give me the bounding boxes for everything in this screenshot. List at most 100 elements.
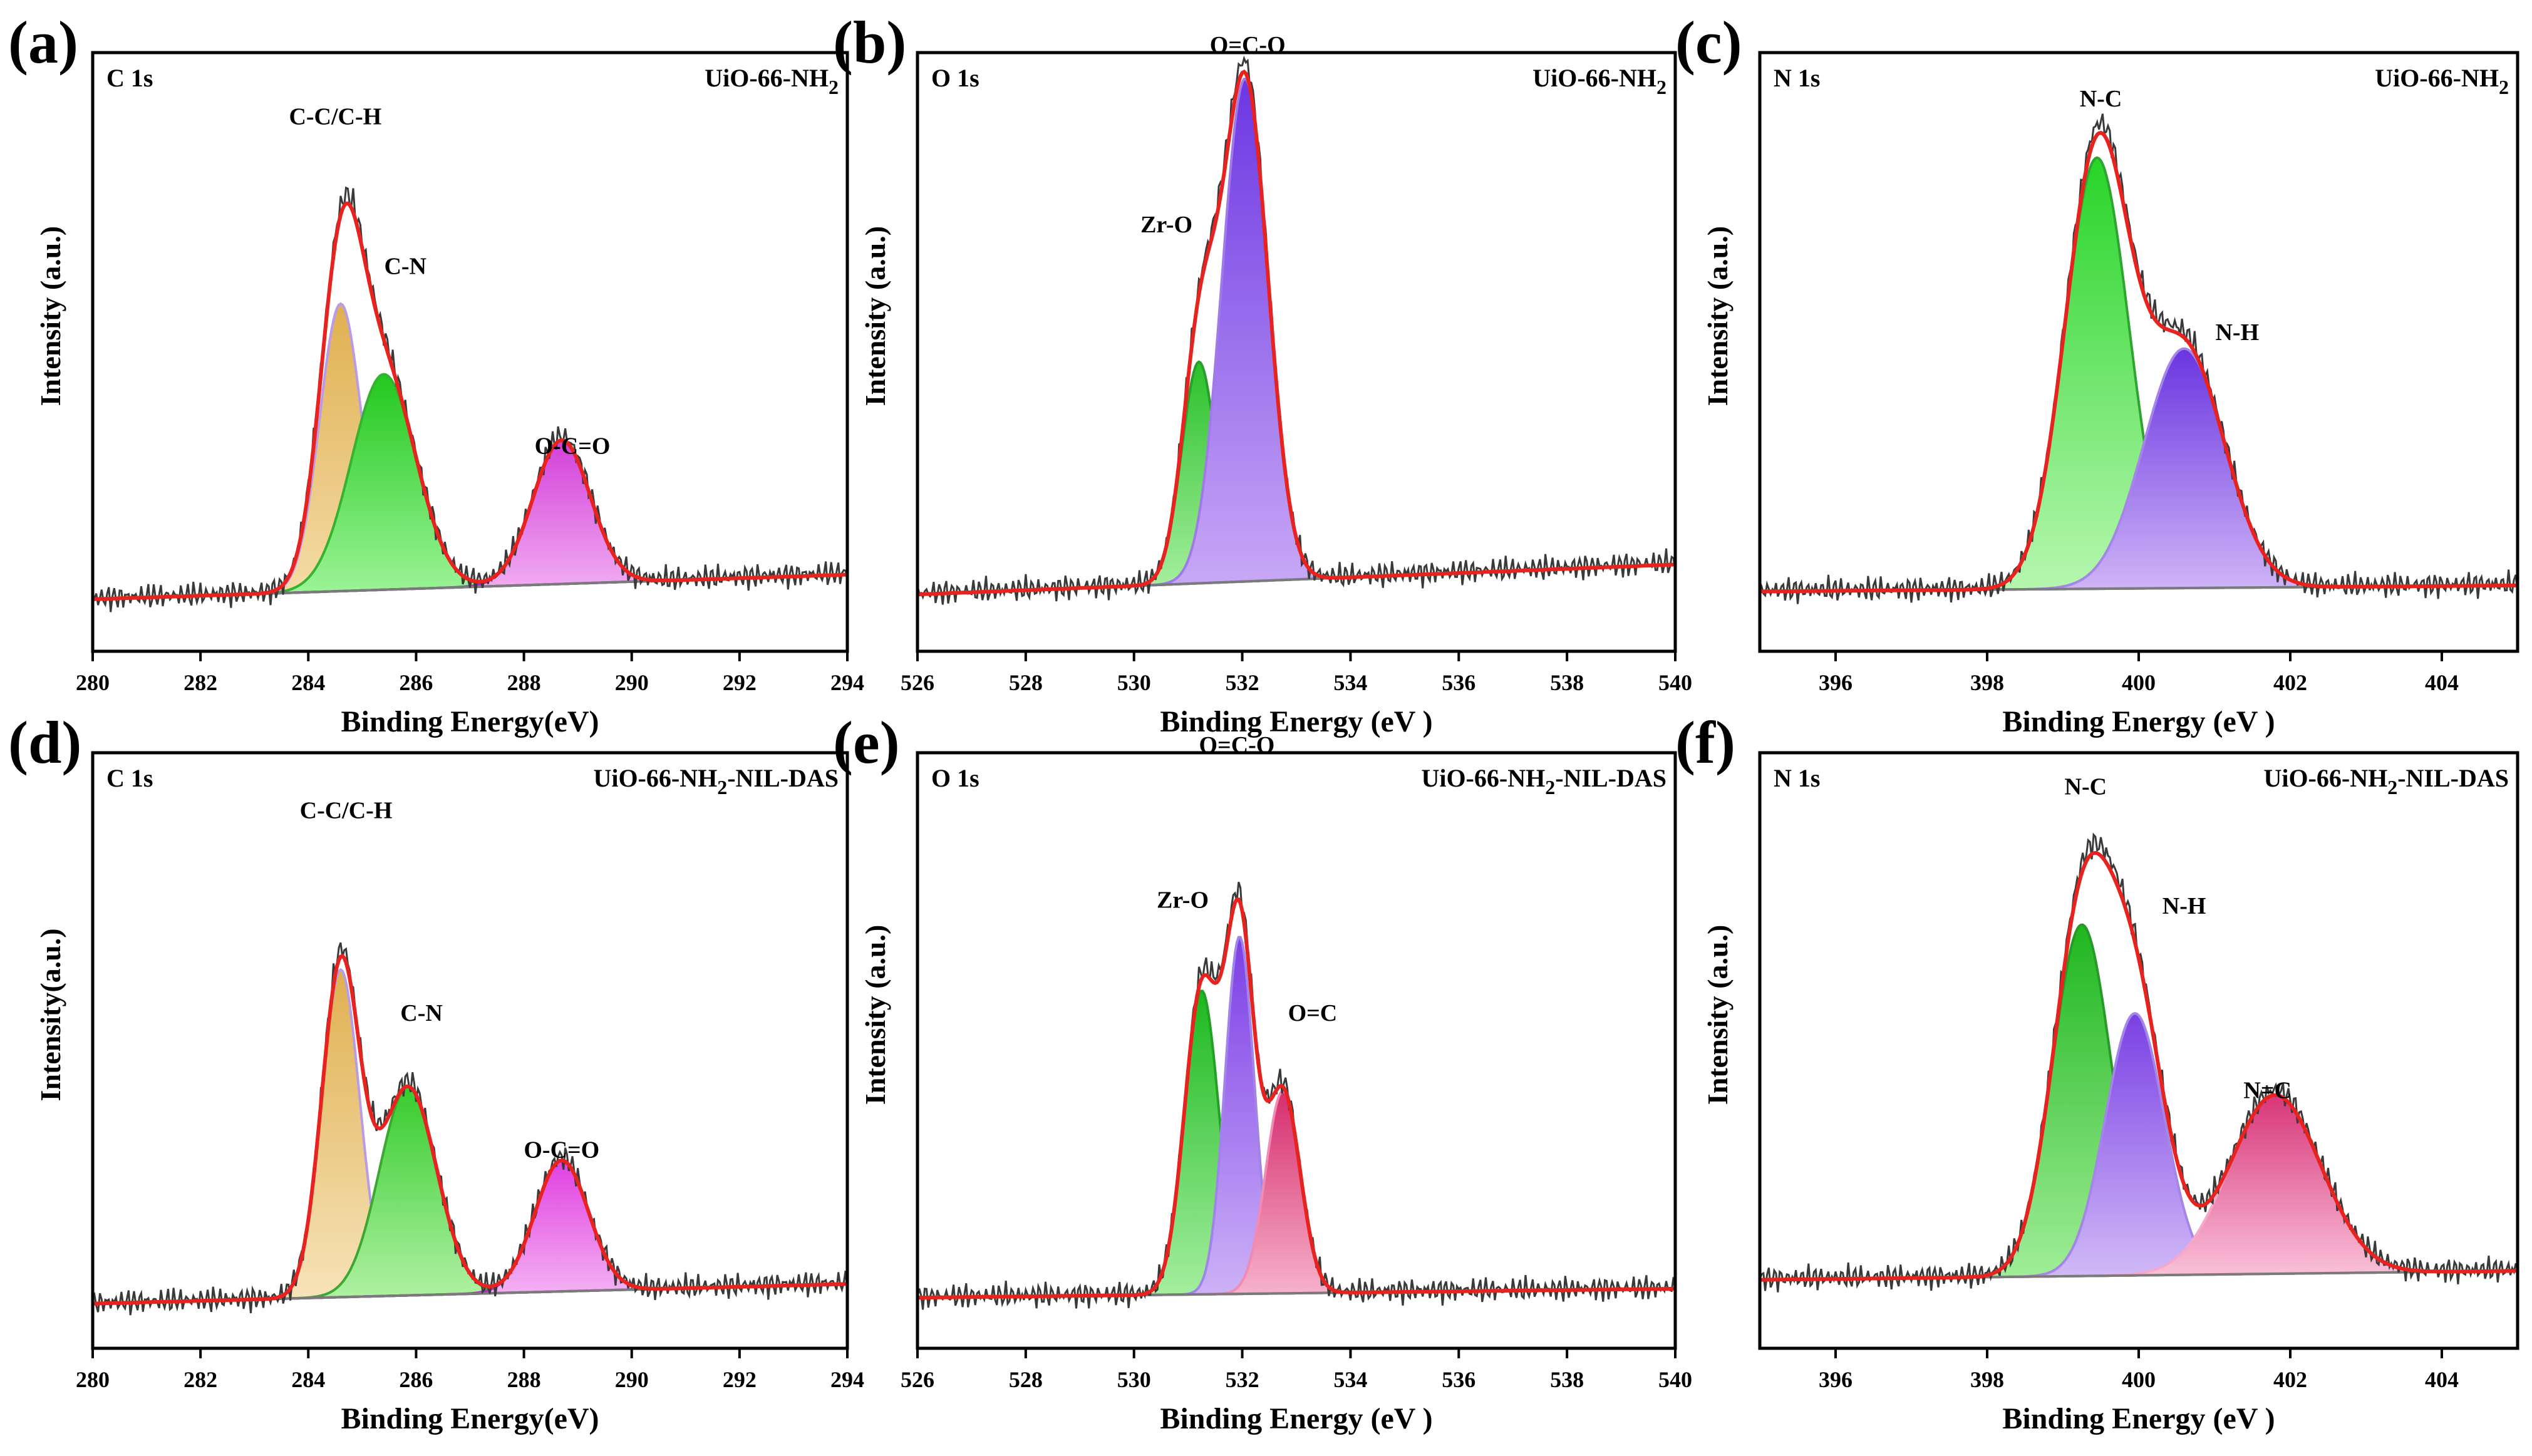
x-tick-label: 282: [183, 670, 217, 695]
panel-b: 526 528 530 532 534 536 538 540 Binding Energy (…: [833, 9, 1692, 738]
fitted-envelope: [917, 70, 1675, 597]
peak-n-h: [1760, 1012, 2518, 1281]
peak-annotation: N-C: [2065, 774, 2107, 800]
x-axis-label: Binding Energy (eV ): [2002, 705, 2275, 738]
peak-o-c-o: [917, 77, 1675, 596]
x-axis-label: Binding Energy(eV): [341, 1402, 599, 1435]
plot-frame: [916, 51, 1677, 653]
x-axis-label: Binding Energy (eV ): [2002, 1402, 2275, 1435]
sample-label: UiO-66-NH2-NIL-DAS: [2263, 764, 2509, 798]
core-level-label: N 1s: [1774, 764, 1820, 792]
x-tick-label: 536: [1442, 1367, 1475, 1392]
x-tick-label: 294: [830, 670, 864, 695]
peak-annotation: N=C: [2243, 1078, 2292, 1104]
plot-frame: [91, 51, 849, 653]
y-axis-label: Intensity (a.u.): [859, 925, 891, 1105]
x-axis-label: Binding Energy (eV ): [1160, 705, 1432, 738]
raw-spectrum: [93, 186, 847, 612]
peak-o-c: [917, 1090, 1675, 1299]
x-tick-label: 288: [507, 1367, 541, 1392]
x-tick-label: 526: [901, 670, 934, 695]
fitted-envelope: [1760, 130, 2518, 594]
fitted-envelope: [1760, 850, 2518, 1282]
plot-frame: [91, 751, 849, 1350]
y-axis-label: Intensity (a.u.): [1702, 925, 1734, 1105]
y-axis-label: Intensity(a.u.): [34, 928, 66, 1101]
peak-annotation: N-C: [2080, 86, 2122, 112]
peak-c-n: [93, 373, 847, 601]
y-axis-label: Intensity (a.u.): [34, 226, 66, 406]
fitted-envelope: [917, 897, 1675, 1300]
panel-e: 526 528 530 532 534 536 538 540 Binding Energy (…: [833, 709, 1692, 1435]
peak-annotation: C-N: [384, 254, 426, 280]
x-tick-label: 286: [399, 670, 433, 695]
panel-label: (a): [8, 9, 78, 76]
x-tick-label: 290: [615, 1367, 649, 1392]
plot-frame: [916, 751, 1677, 1350]
peak-annotation: O-C=O: [535, 433, 611, 460]
x-axis-label: Binding Energy (eV ): [1160, 1402, 1432, 1435]
panel-a: 280 282 284 286 288 290 292 294 Binding Energy(e…: [8, 9, 864, 738]
peak-annotation: O=C: [1288, 1000, 1338, 1026]
sample-label: UiO-66-NH2: [2375, 64, 2509, 98]
peak-annotation: O=C-O: [1210, 32, 1286, 58]
peak-annotation: N-H: [2215, 319, 2259, 346]
x-tick-label: 400: [2122, 1367, 2156, 1392]
panel-f: 396 398 400 402 404 Binding Energy (eV ) Inten…: [1675, 709, 2519, 1435]
sample-label: UiO-66-NH2: [705, 64, 839, 98]
panel-label: (b): [833, 9, 906, 76]
fitted-envelope: [93, 954, 847, 1306]
x-tick-label: 398: [1970, 670, 2004, 695]
core-level-label: O 1s: [931, 64, 979, 92]
peak-n-h: [1760, 347, 2518, 593]
x-tick-label: 402: [2273, 1367, 2307, 1392]
panel-label: (d): [8, 709, 81, 776]
x-tick-label: 526: [901, 1367, 934, 1392]
peak-c-c-c-h: [93, 968, 847, 1305]
x-tick-label: 280: [76, 670, 110, 695]
peak-annotation: O-C=O: [524, 1137, 599, 1164]
x-tick-label: 530: [1117, 1367, 1151, 1392]
peak-c-c-c-h: [93, 302, 847, 601]
x-tick-label: 538: [1550, 670, 1584, 695]
x-tick-label: 396: [1819, 1367, 1852, 1392]
panel-label: (c): [1675, 9, 1742, 76]
x-tick-label: 536: [1442, 670, 1475, 695]
x-tick-label: 396: [1819, 670, 1852, 695]
x-tick-label: 286: [399, 1367, 433, 1392]
x-tick-label: 292: [723, 670, 757, 695]
x-tick-label: 284: [291, 1367, 325, 1392]
x-tick-label: 534: [1333, 1367, 1367, 1392]
x-tick-label: 282: [183, 1367, 217, 1392]
raw-spectrum: [93, 942, 847, 1316]
raw-spectrum: [917, 55, 1675, 605]
x-tick-label: 532: [1226, 670, 1259, 695]
panel-label: (e): [833, 709, 900, 776]
peak-annotation: C-N: [400, 1000, 443, 1026]
x-tick-label: 532: [1226, 1367, 1259, 1392]
x-tick-label: 528: [1009, 1367, 1043, 1392]
x-tick-label: 290: [615, 670, 649, 695]
peak-annotation: Zr-O: [1157, 887, 1209, 913]
x-tick-label: 404: [2425, 670, 2459, 695]
core-level-label: C 1s: [106, 764, 153, 792]
core-level-label: N 1s: [1774, 64, 1820, 92]
x-tick-label: 530: [1117, 670, 1151, 695]
core-level-label: O 1s: [931, 764, 979, 792]
sample-label: UiO-66-NH2-NIL-DAS: [593, 764, 839, 798]
y-axis-label: Intensity (a.u.): [1702, 226, 1734, 406]
peak-annotation: C-C/C-H: [300, 798, 393, 824]
x-tick-label: 404: [2425, 1367, 2459, 1392]
peak-annotation: Zr-O: [1140, 212, 1192, 238]
peak-annotation: O=C-O: [1199, 732, 1274, 758]
x-tick-label: 402: [2273, 670, 2307, 695]
x-tick-label: 288: [507, 670, 541, 695]
x-tick-label: 398: [1970, 1367, 2004, 1392]
peak-annotation: C-C/C-H: [289, 104, 381, 130]
x-tick-label: 528: [1009, 670, 1043, 695]
core-level-label: C 1s: [106, 64, 153, 92]
sample-label: UiO-66-NH2: [1532, 64, 1666, 98]
panel-d: 280 282 284 286 288 290 292 294 Binding Energy(e…: [8, 709, 864, 1435]
x-tick-label: 284: [291, 670, 325, 695]
